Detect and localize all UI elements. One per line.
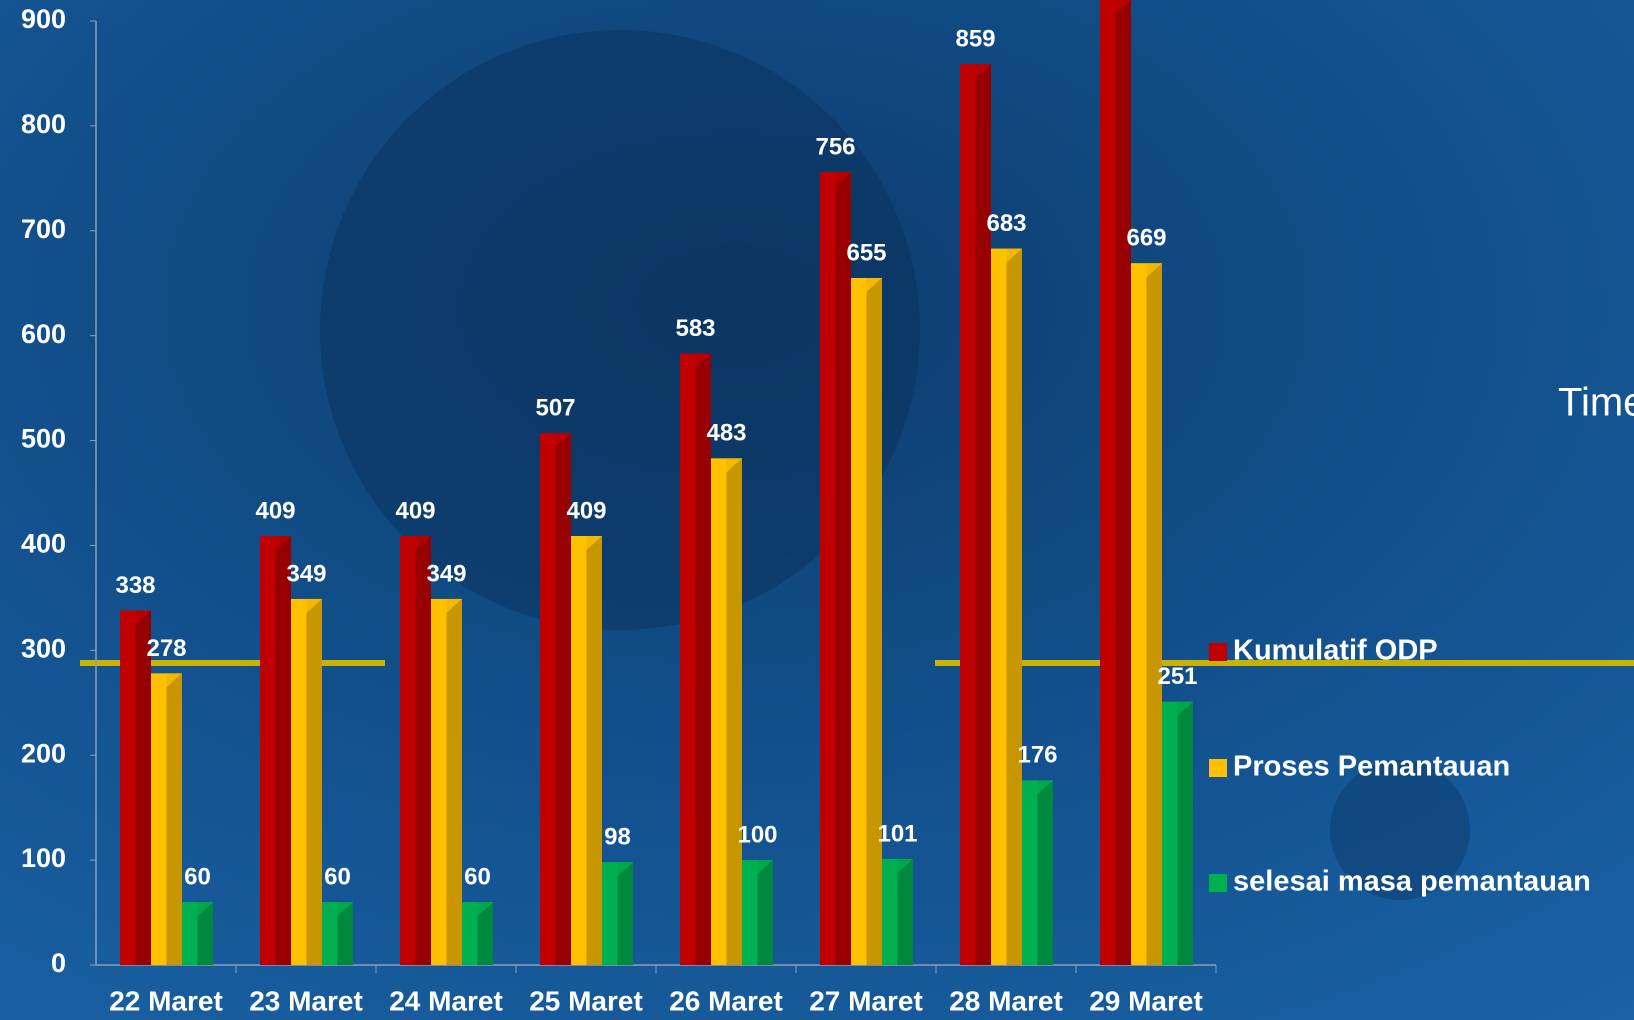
bar-shade xyxy=(167,673,183,965)
legend-marker xyxy=(1209,874,1227,892)
bar-shade xyxy=(727,458,743,965)
y-tick-label: 0 xyxy=(51,948,66,978)
bar-shade xyxy=(618,862,634,965)
value-label: 483 xyxy=(706,420,746,447)
bar-shade xyxy=(1178,702,1194,965)
bar-shade xyxy=(836,172,852,965)
bar-shade xyxy=(447,599,463,965)
value-label: 683 xyxy=(986,210,1026,237)
value-label: 349 xyxy=(426,560,466,587)
bar-shade xyxy=(1007,249,1023,965)
x-tick-label: 22 Maret xyxy=(109,985,223,1016)
value-label: 338 xyxy=(115,572,155,599)
bar-shade xyxy=(276,536,292,965)
value-label: 409 xyxy=(255,497,295,524)
bar-shade xyxy=(898,859,914,965)
y-tick-label: 100 xyxy=(21,843,66,873)
x-tick-label: 23 Maret xyxy=(249,985,363,1016)
bar-shade xyxy=(867,278,883,965)
value-label: 60 xyxy=(324,863,351,890)
value-label: 583 xyxy=(675,315,715,342)
x-tick-label: 26 Maret xyxy=(669,985,783,1016)
legend-label: Proses Pemantauan xyxy=(1233,751,1510,783)
y-tick-label: 800 xyxy=(21,109,66,139)
legend-label: selesai masa pemantauan xyxy=(1233,866,1591,898)
value-label: 669 xyxy=(1126,225,1166,252)
page: {"chart_data": {"type": "bar", "categori… xyxy=(0,0,1634,1020)
y-tick-label: 300 xyxy=(21,633,66,663)
y-tick-label: 900 xyxy=(21,4,66,34)
x-tick-label: 28 Maret xyxy=(949,985,1063,1016)
value-label: 409 xyxy=(395,497,435,524)
value-label: 507 xyxy=(535,395,575,422)
bar-shade xyxy=(307,599,323,965)
value-label: 756 xyxy=(815,133,855,160)
bar-shade xyxy=(976,64,992,965)
value-label: 98 xyxy=(604,824,631,851)
y-tick-label: 600 xyxy=(21,319,66,349)
bar-shade xyxy=(1116,0,1132,965)
x-tick-label: 27 Maret xyxy=(809,985,923,1016)
value-label: 101 xyxy=(877,820,917,847)
x-tick-label: 29 Maret xyxy=(1089,985,1203,1016)
x-tick-label: 24 Maret xyxy=(389,985,503,1016)
value-label: 859 xyxy=(955,25,995,52)
value-label: 349 xyxy=(286,560,326,587)
bar-shade xyxy=(136,610,152,965)
value-label: 100 xyxy=(737,821,777,848)
bar-shade xyxy=(416,536,432,965)
side-text: Time xyxy=(1558,381,1634,425)
value-label: 60 xyxy=(184,863,211,890)
x-tick-label: 25 Maret xyxy=(529,985,643,1016)
value-label: 251 xyxy=(1157,663,1197,690)
value-label: 60 xyxy=(464,863,491,890)
y-tick-label: 500 xyxy=(21,424,66,454)
bar-shade xyxy=(587,536,603,965)
bar-shade xyxy=(758,860,774,965)
legend-marker xyxy=(1209,759,1227,777)
value-label: 176 xyxy=(1017,742,1057,769)
y-tick-label: 400 xyxy=(21,529,66,559)
legend-marker xyxy=(1209,643,1227,661)
bar-shade xyxy=(1147,263,1163,965)
y-tick-label: 700 xyxy=(21,214,66,244)
legend-label: Kumulatif ODP xyxy=(1233,635,1438,667)
value-label: 409 xyxy=(566,497,606,524)
bar-shade xyxy=(1038,780,1054,965)
value-label: 278 xyxy=(146,635,186,662)
value-label: 655 xyxy=(846,239,886,266)
chart: Time 0 100 200 300 400 500 600 700 800 900 22 Mare… xyxy=(0,0,1634,1020)
y-tick-label: 200 xyxy=(21,738,66,768)
